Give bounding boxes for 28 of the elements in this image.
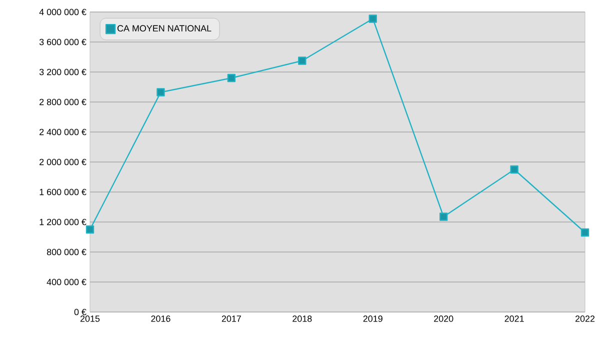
y-tick-label: 1 600 000 € (40, 188, 86, 196)
y-tick-label: 400 000 € (46, 278, 86, 286)
point (580, 228, 590, 237)
x-tick-label: 2015 (80, 316, 100, 322)
x-tick-label: 2017 (222, 316, 241, 322)
y-tick-label: 1 200 000 € (40, 218, 86, 226)
x-tick-label: 2022 (575, 316, 595, 322)
x-tick-label: 2016 (151, 316, 170, 322)
point (227, 74, 236, 82)
y-tick-label: 4 000 000 € (39, 8, 86, 16)
y-tick-label: 2 800 000 € (40, 98, 86, 106)
x-tick-label: 2018 (292, 316, 312, 322)
y-tick-label: 2 000 000 € (40, 158, 86, 166)
legend-label: CA MOYEN NATIONAL (117, 25, 212, 32)
x-tick-label: 2020 (434, 316, 454, 322)
point (510, 165, 518, 174)
point (368, 14, 377, 23)
x-tick-label: 2021 (504, 316, 524, 322)
y-tick-label: 3 600 000 € (39, 38, 86, 46)
point (156, 88, 165, 96)
point (86, 225, 94, 234)
y-tick-label: 800 000 € (46, 248, 86, 256)
point (439, 212, 448, 221)
x-tick-label: 2019 (363, 316, 382, 322)
point (298, 56, 306, 65)
y-tick-label: 3 200 000 € (39, 68, 86, 76)
y-tick-label: 2 400 000 € (40, 128, 86, 136)
y-tick-label: 0 € (74, 308, 86, 316)
